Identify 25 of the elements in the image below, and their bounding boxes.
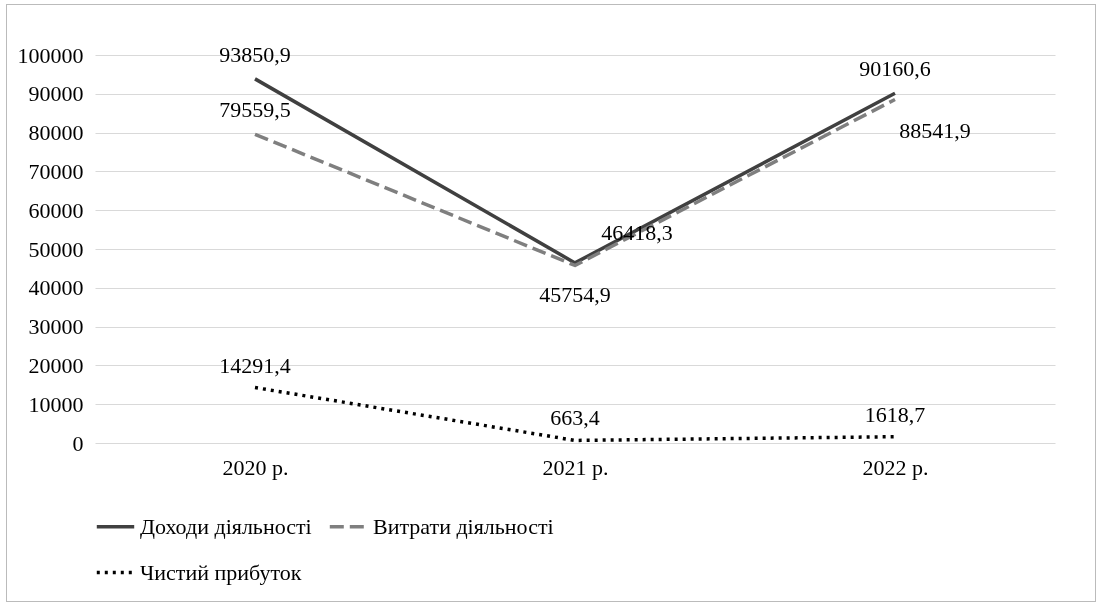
y-tick-label: 0 [72, 430, 84, 456]
x-tick-label: 2021 р. [542, 454, 609, 480]
y-tick-label: 90000 [28, 81, 84, 107]
y-tick-label: 100000 [17, 42, 84, 68]
y-tick-label: 60000 [28, 197, 84, 223]
y-tick-label: 10000 [28, 391, 84, 417]
y-tick-label: 50000 [28, 236, 84, 262]
legend-label: Доходи діяльності [140, 513, 312, 539]
x-tick-label: 2022 р. [862, 454, 929, 480]
y-tick-label: 80000 [28, 120, 84, 146]
x-tick-label: 2020 р. [222, 454, 289, 480]
y-tick-label: 20000 [28, 352, 84, 378]
data-label: 14291,4 [219, 352, 291, 378]
data-label: 90160,6 [859, 56, 931, 82]
data-label: 1618,7 [864, 401, 926, 427]
y-tick-label: 70000 [28, 158, 84, 184]
data-label: 93850,9 [219, 41, 291, 67]
data-label: 79559,5 [219, 97, 291, 123]
legend-label: Чистий прибуток [140, 559, 302, 585]
data-label: 45754,9 [539, 282, 611, 308]
data-label: 88541,9 [899, 118, 971, 144]
legend-label: Витрати діяльності [373, 513, 554, 539]
y-tick-label: 30000 [28, 314, 84, 340]
data-label: 663,4 [550, 405, 600, 431]
y-tick-label: 40000 [28, 275, 84, 301]
